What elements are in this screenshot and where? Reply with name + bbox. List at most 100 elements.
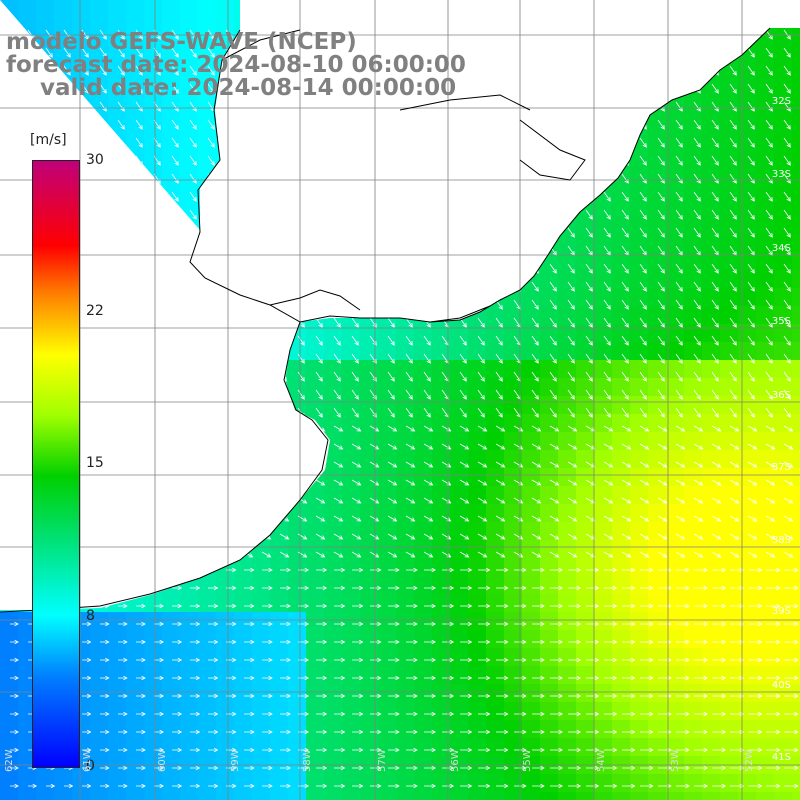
wind-speed-cell (648, 198, 667, 217)
wind-arrow (244, 639, 255, 645)
wind-arrow (478, 783, 491, 789)
wind-speed-cell (612, 198, 631, 217)
wind-arrow (550, 657, 563, 663)
wind-arrow (729, 227, 737, 238)
wind-speed-cell (738, 630, 757, 649)
wind-arrow (712, 783, 727, 789)
wind-arrow (639, 515, 650, 522)
wind-speed-cell (648, 630, 667, 649)
wind-arrow (765, 497, 776, 504)
wind-speed-cell (738, 684, 757, 703)
wind-arrow (171, 47, 179, 58)
wind-speed-cell (684, 342, 703, 361)
wind-speed-cell (144, 594, 163, 613)
wind-speed-cell (504, 612, 523, 631)
wind-speed-cell (630, 162, 649, 181)
wind-speed-cell (738, 738, 757, 757)
wind-speed-cell (234, 720, 253, 739)
wind-speed-cell (144, 36, 163, 55)
wind-speed-cell (198, 666, 217, 685)
wind-speed-cell (594, 684, 613, 703)
wind-speed-cell (378, 702, 397, 721)
wind-speed-cell (612, 558, 631, 577)
wind-arrow (280, 657, 291, 663)
wind-speed-cell (342, 612, 361, 631)
wind-speed-cell (180, 0, 199, 19)
wind-arrow (585, 335, 593, 346)
wind-arrow (568, 639, 582, 645)
wind-speed-cell (738, 216, 757, 235)
wind-speed-cell (666, 396, 685, 415)
wind-arrow (621, 461, 632, 468)
wind-speed-cell (360, 684, 379, 703)
wind-speed-cell (720, 90, 739, 109)
wind-speed-cell (288, 558, 307, 577)
wind-speed-cell (774, 774, 793, 793)
wind-arrow (532, 585, 545, 591)
wind-arrow (405, 371, 413, 382)
wind-arrow (532, 603, 545, 609)
wind-speed-cell (414, 666, 433, 685)
wind-speed-cell (576, 792, 595, 800)
wind-arrow (423, 425, 434, 432)
wind-speed-cell (702, 612, 721, 631)
wind-arrow (82, 639, 92, 645)
wind-speed-cell (108, 738, 127, 757)
wind-arrow (316, 729, 328, 735)
wind-speed-cell (720, 558, 739, 577)
wind-speed-cell (702, 162, 721, 181)
wind-arrow (208, 729, 219, 735)
wind-arrow (406, 675, 418, 681)
wind-speed-cell (108, 72, 127, 91)
wind-arrow (658, 585, 672, 591)
wind-arrow (622, 729, 636, 735)
wind-speed-cell (684, 180, 703, 199)
wind-arrow (765, 299, 773, 310)
wind-speed-cell (306, 378, 325, 397)
wind-speed-cell (756, 792, 775, 800)
wind-arrow (658, 765, 672, 771)
wind-arrow (10, 783, 19, 789)
wind-arrow (316, 765, 328, 771)
wind-arrow (586, 675, 600, 681)
wind-arrow (748, 585, 763, 591)
wind-speed-cell (792, 792, 800, 800)
wind-speed-cell (540, 378, 559, 397)
wind-arrow (118, 675, 128, 681)
wind-arrow (693, 515, 704, 522)
wind-speed-cell (144, 648, 163, 667)
wind-speed-cell (756, 252, 775, 271)
colorbar-tick-label: 15 (86, 455, 104, 471)
wind-arrow (459, 371, 467, 382)
wind-speed-cell (126, 720, 145, 739)
wind-speed-cell (252, 720, 271, 739)
wind-speed-cell (432, 558, 451, 577)
wind-speed-cell (288, 576, 307, 595)
wind-arrow (711, 353, 719, 364)
wind-speed-cell (450, 576, 469, 595)
wind-speed-cell (162, 144, 181, 163)
wind-speed-cell (198, 126, 217, 145)
wind-arrow (136, 765, 146, 771)
wind-speed-cell (342, 630, 361, 649)
wind-arrow (693, 497, 704, 504)
wind-arrow (748, 711, 763, 717)
wind-speed-cell (666, 216, 685, 235)
wind-speed-cell (18, 612, 37, 631)
wind-arrow (765, 407, 773, 418)
wind-arrow (208, 693, 219, 699)
wind-arrow (316, 621, 328, 627)
wind-speed-cell (540, 630, 559, 649)
wind-speed-cell (396, 558, 415, 577)
wind-arrow (532, 639, 545, 645)
wind-arrow (765, 263, 773, 274)
wind-arrow (262, 711, 273, 717)
wind-arrow (765, 425, 776, 432)
wind-speed-cell (576, 252, 595, 271)
wind-speed-cell (486, 648, 505, 667)
wind-arrow (765, 551, 776, 558)
wind-arrow (657, 191, 665, 202)
wind-speed-cell (558, 288, 577, 307)
wind-arrow (387, 425, 398, 432)
wind-speed-cell (270, 558, 289, 577)
